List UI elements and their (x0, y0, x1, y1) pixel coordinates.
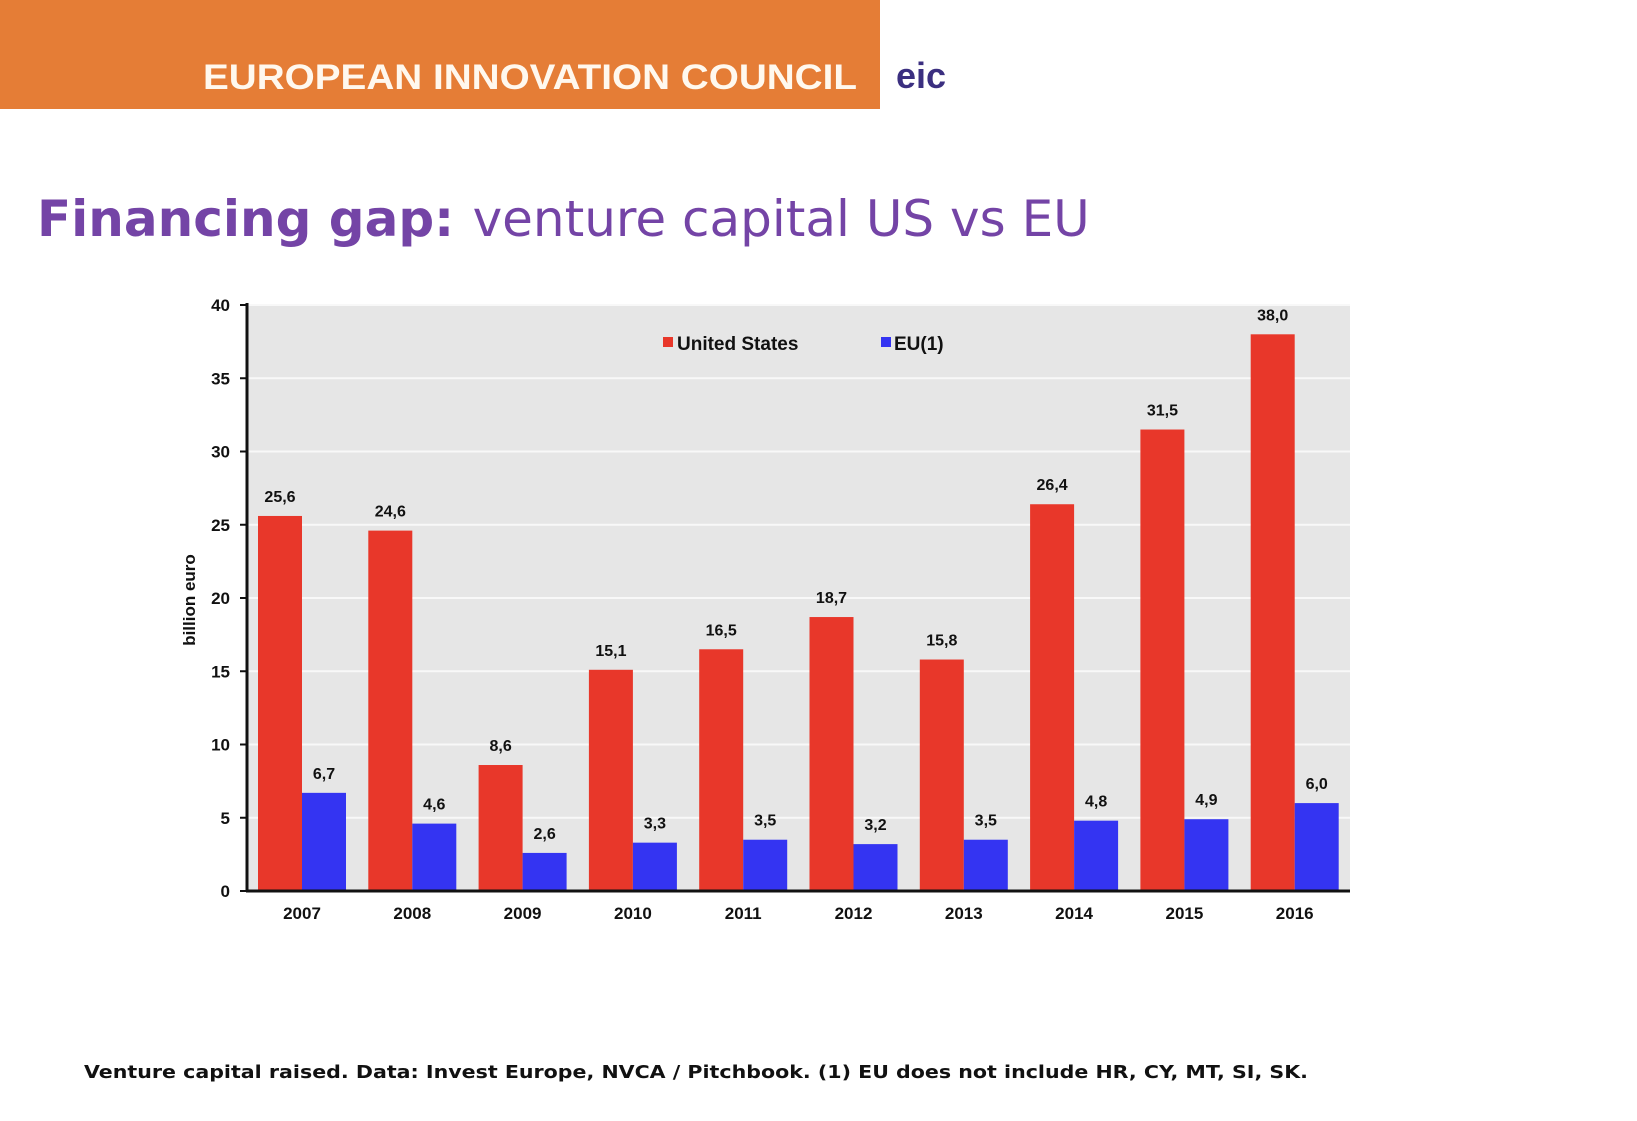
x-tick-label: 2007 (283, 904, 321, 923)
bar-eu-2009 (522, 852, 567, 891)
x-tick-label: 2009 (504, 904, 542, 923)
bar-us-2014 (1030, 504, 1075, 891)
x-tick-label: 2008 (393, 904, 431, 923)
page-title: Financing gap: venture capital US vs EU (37, 190, 1090, 248)
bars (258, 334, 1339, 891)
bar-us-2007 (258, 515, 302, 891)
data-label: 16,5 (706, 622, 737, 639)
data-label: 4,8 (1085, 794, 1107, 811)
y-axis-ticks: 0 5 10 15 20 25 30 35 40 (211, 296, 247, 901)
y-tick-label: 25 (211, 516, 230, 535)
header-org-name: EUROPEAN INNOVATION COUNCIL (203, 58, 857, 97)
legend-label-eu: EU(1) (894, 334, 944, 355)
data-label: 8,6 (489, 738, 511, 755)
data-label: 18,7 (816, 590, 847, 607)
data-labels: 25,6 6,7 24,6 4,6 8,6 2,6 15,1 3,3 16,5 3,5 18,7 3,… (264, 307, 1327, 843)
bar-us-2015 (1140, 429, 1185, 891)
y-tick-label: 40 (211, 296, 230, 315)
data-label: 38,0 (1257, 307, 1288, 324)
bar-eu-2016 (1294, 803, 1339, 891)
data-label: 15,1 (595, 643, 626, 660)
bar-us-2011 (699, 649, 744, 891)
bar-eu-2010 (632, 842, 677, 891)
bar-us-2009 (478, 765, 523, 891)
legend-label-us: United States (677, 334, 798, 355)
data-label: 6,7 (313, 766, 335, 783)
y-axis-label: billion euro (180, 554, 199, 646)
bar-eu-2014 (1074, 820, 1119, 891)
bar-us-2010 (588, 669, 633, 891)
y-tick-label: 5 (221, 809, 230, 828)
data-label: 3,3 (644, 816, 666, 833)
data-label: 6,0 (1306, 776, 1328, 793)
footnote: Venture capital raised. Data: Invest Eur… (84, 1062, 1308, 1083)
title-regular: venture capital US vs EU (473, 190, 1090, 248)
x-tick-label: 2010 (614, 904, 652, 923)
data-label: 26,4 (1037, 477, 1068, 494)
x-tick-label: 2015 (1165, 904, 1203, 923)
data-label: 4,6 (423, 797, 445, 814)
legend: United States EU(1) (663, 334, 944, 355)
data-label: 24,6 (375, 504, 406, 521)
y-tick-label: 10 (211, 736, 230, 755)
data-label: 3,5 (975, 813, 997, 830)
bar-us-2016 (1250, 334, 1295, 891)
data-label: 31,5 (1147, 403, 1178, 420)
data-label: 15,8 (926, 633, 957, 650)
legend-swatch-us (663, 337, 673, 347)
legend-swatch-eu (881, 337, 891, 347)
eic-logo: eic (896, 55, 946, 96)
bar-eu-2013 (963, 839, 1008, 891)
data-label: 3,2 (864, 817, 886, 834)
data-label: 4,9 (1195, 792, 1217, 809)
y-tick-label: 20 (211, 589, 230, 608)
y-tick-label: 30 (211, 443, 230, 462)
bar-chart: 25,6 6,7 24,6 4,6 8,6 2,6 15,1 3,3 16,5 3,5 18,7 3,… (180, 296, 1350, 923)
header-band (0, 0, 880, 109)
x-tick-label: 2011 (725, 904, 762, 923)
data-label: 2,6 (533, 826, 555, 843)
data-label: 3,5 (754, 813, 776, 830)
bar-us-2008 (368, 530, 413, 891)
data-label: 25,6 (264, 489, 295, 506)
bar-eu-2012 (853, 844, 898, 891)
x-axis-ticks: 2007 2008 2009 2010 2011 2012 2013 2014 2015 2016 (283, 904, 1314, 923)
x-tick-label: 2013 (945, 904, 983, 923)
bar-eu-2007 (302, 792, 346, 891)
title-bold: Financing gap: (37, 190, 454, 248)
bar-eu-2008 (412, 823, 457, 891)
bar-eu-2015 (1184, 819, 1229, 891)
x-tick-label: 2016 (1276, 904, 1314, 923)
bar-us-2012 (809, 617, 854, 891)
bar-us-2013 (919, 659, 964, 891)
x-tick-label: 2014 (1055, 904, 1093, 923)
y-tick-label: 35 (211, 369, 230, 388)
y-tick-label: 15 (211, 662, 230, 681)
x-tick-label: 2012 (835, 904, 873, 923)
bar-eu-2011 (743, 839, 788, 891)
y-tick-label: 0 (221, 882, 230, 901)
